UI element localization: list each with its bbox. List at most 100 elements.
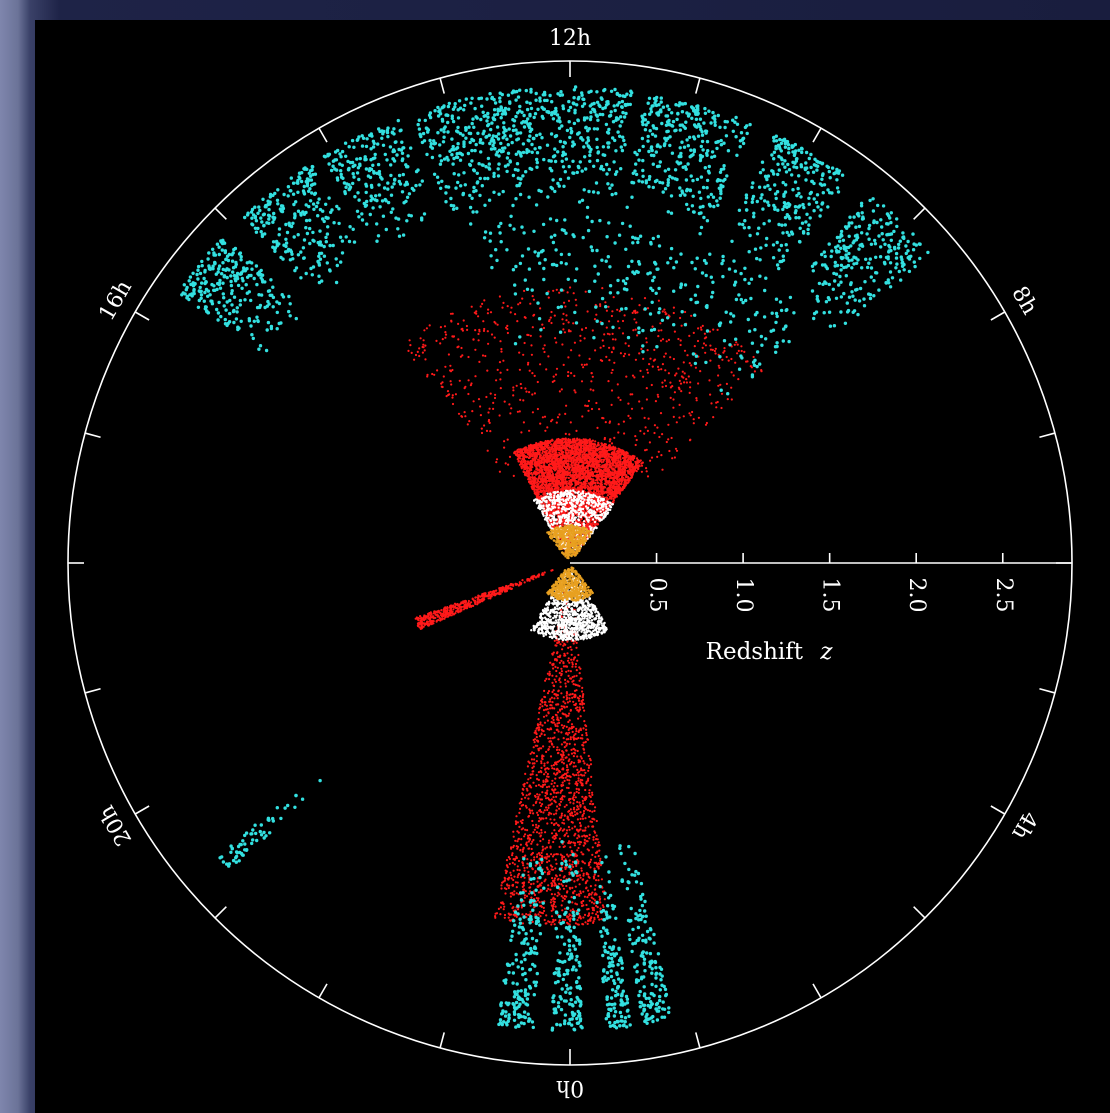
data-point bbox=[525, 446, 528, 449]
data-point bbox=[641, 407, 644, 410]
data-point bbox=[579, 484, 582, 487]
data-point bbox=[599, 473, 602, 476]
data-point bbox=[478, 360, 481, 363]
data-point bbox=[715, 401, 718, 404]
data-point bbox=[604, 472, 608, 476]
data-point bbox=[553, 314, 556, 317]
data-point bbox=[481, 354, 485, 357]
data-point bbox=[507, 463, 510, 466]
data-point bbox=[610, 466, 613, 470]
data-point bbox=[617, 451, 621, 454]
data-point bbox=[516, 453, 519, 456]
data-point bbox=[414, 353, 418, 357]
data-point bbox=[595, 445, 598, 448]
data-point bbox=[608, 460, 611, 463]
data-point bbox=[585, 475, 588, 479]
data-point bbox=[594, 440, 597, 443]
data-point bbox=[488, 421, 491, 424]
data-point bbox=[538, 448, 541, 451]
data-point bbox=[535, 455, 539, 458]
data-point bbox=[661, 381, 664, 384]
data-point bbox=[661, 433, 664, 436]
data-point bbox=[547, 469, 550, 472]
data-point bbox=[486, 369, 489, 372]
data-point bbox=[708, 379, 711, 382]
data-point bbox=[549, 440, 552, 444]
data-point bbox=[601, 454, 605, 457]
data-point bbox=[541, 456, 544, 459]
data-point bbox=[526, 333, 529, 336]
data-point bbox=[424, 344, 427, 347]
data-point bbox=[613, 482, 616, 485]
data-point bbox=[590, 463, 594, 466]
data-point bbox=[552, 466, 555, 469]
data-point bbox=[575, 471, 578, 474]
data-point bbox=[657, 299, 661, 302]
data-point bbox=[661, 385, 664, 388]
data-point bbox=[510, 407, 513, 410]
data-point bbox=[625, 461, 628, 464]
data-point bbox=[545, 454, 548, 457]
data-point bbox=[556, 444, 560, 447]
data-point bbox=[619, 488, 622, 491]
data-point bbox=[502, 301, 505, 304]
data-point bbox=[615, 490, 618, 493]
data-point bbox=[594, 523, 597, 526]
data-point bbox=[575, 429, 578, 432]
data-point bbox=[656, 426, 659, 429]
data-point bbox=[552, 375, 555, 378]
data-point bbox=[631, 472, 635, 475]
data-point bbox=[539, 440, 542, 444]
data-point bbox=[567, 371, 570, 374]
data-point bbox=[699, 326, 703, 329]
data-point bbox=[564, 305, 567, 308]
data-point bbox=[643, 432, 646, 435]
data-point bbox=[615, 472, 618, 475]
data-point bbox=[542, 326, 546, 330]
data-point bbox=[661, 310, 664, 313]
data-point bbox=[561, 447, 565, 450]
data-point bbox=[599, 479, 602, 482]
data-point bbox=[580, 461, 583, 464]
data-point bbox=[520, 459, 523, 463]
data-point bbox=[514, 313, 517, 316]
data-point bbox=[590, 468, 593, 471]
data-point bbox=[613, 361, 616, 364]
data-point bbox=[572, 471, 575, 474]
data-point bbox=[565, 462, 568, 465]
data-point bbox=[531, 473, 534, 476]
data-point bbox=[552, 478, 556, 481]
data-point bbox=[743, 350, 746, 353]
data-point bbox=[524, 451, 527, 454]
data-point bbox=[653, 348, 656, 351]
data-point bbox=[582, 473, 586, 476]
data-point bbox=[575, 483, 578, 486]
data-point bbox=[581, 454, 584, 457]
data-point bbox=[594, 481, 597, 485]
data-point bbox=[449, 380, 452, 383]
data-point bbox=[616, 383, 619, 386]
data-point bbox=[572, 466, 576, 469]
data-point bbox=[605, 450, 608, 453]
data-point bbox=[622, 454, 625, 457]
data-point bbox=[591, 329, 594, 332]
data-point bbox=[527, 444, 531, 447]
data-point bbox=[651, 365, 654, 368]
data-point bbox=[689, 381, 692, 384]
data-point bbox=[554, 443, 558, 446]
data-point bbox=[463, 411, 466, 414]
data-point bbox=[605, 465, 608, 468]
data-point bbox=[575, 489, 578, 492]
data-point bbox=[688, 412, 691, 415]
data-point bbox=[613, 473, 616, 476]
data-point bbox=[660, 368, 663, 371]
data-point bbox=[635, 461, 638, 464]
data-point bbox=[618, 491, 621, 494]
data-point bbox=[548, 463, 551, 466]
data-point bbox=[650, 383, 653, 387]
data-point bbox=[619, 398, 622, 402]
data-point bbox=[536, 380, 539, 384]
data-point bbox=[584, 454, 587, 457]
data-point bbox=[532, 449, 535, 452]
data-point bbox=[524, 467, 527, 471]
